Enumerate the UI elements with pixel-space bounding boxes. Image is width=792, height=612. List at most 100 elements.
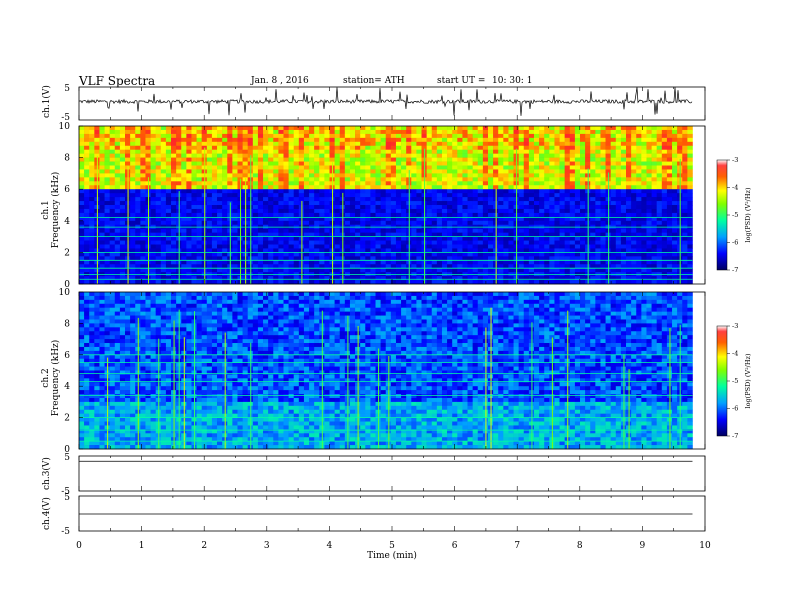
spectrogram-cell xyxy=(165,157,172,162)
spectrogram-cell xyxy=(263,193,269,198)
spectrogram-cell xyxy=(79,429,85,434)
spectrogram-cell xyxy=(186,197,192,202)
spectrogram-cell xyxy=(370,149,376,154)
spectrogram-cell xyxy=(447,153,453,158)
spectrogram-cell xyxy=(257,141,264,147)
spectrogram-cell xyxy=(559,212,565,218)
spectrogram-cell xyxy=(79,315,85,320)
spectrogram-cell xyxy=(651,193,657,198)
spectrogram-cell xyxy=(528,161,535,166)
spectrogram-cell xyxy=(682,256,688,261)
spectrogram-cell xyxy=(457,232,463,237)
spectrogram-cell xyxy=(682,236,688,241)
spectrogram-cell xyxy=(457,141,463,147)
spectrogram-cell xyxy=(431,252,438,257)
spectrogram-cell xyxy=(436,280,443,285)
spectrogram-cell xyxy=(360,228,366,233)
spectrogram-cell xyxy=(682,129,688,135)
spectrogram-cell xyxy=(441,149,448,154)
spectrogram-cell xyxy=(544,137,550,143)
spectrogram-cell xyxy=(186,181,192,186)
spectrogram-cell xyxy=(482,280,489,285)
spectrogram-cell xyxy=(590,197,596,202)
spectrogram-cell xyxy=(314,126,320,131)
spectrogram-cell xyxy=(426,137,433,143)
spectrogram-cell xyxy=(89,409,95,414)
spectrogram-cell xyxy=(84,378,90,383)
spectrogram-cell xyxy=(360,193,366,198)
spectrogram-cell xyxy=(503,201,509,206)
spectrogram-cell xyxy=(585,149,591,154)
spectrogram-cell xyxy=(452,248,458,253)
spectrogram-cell xyxy=(257,185,264,190)
spectrogram-cell xyxy=(99,220,105,226)
spectrogram-cell xyxy=(79,346,85,352)
spectrogram-cell xyxy=(395,137,402,143)
spectrogram-cell xyxy=(462,149,468,154)
spectrogram-cell xyxy=(79,212,85,218)
spectrogram-cell xyxy=(569,137,576,143)
spectrogram-cell xyxy=(656,197,663,202)
spectrogram-cell xyxy=(482,264,489,269)
spectrogram-cell xyxy=(273,216,279,222)
spectrogram-cell xyxy=(84,346,90,352)
spectrogram-cell xyxy=(666,149,673,154)
spectrogram-cell xyxy=(217,232,223,237)
spectrogram-cell xyxy=(104,220,110,226)
spectrogram-cell xyxy=(436,145,443,150)
spectrogram-cell xyxy=(605,165,611,170)
spectrogram-cell xyxy=(595,280,601,285)
spectrogram-cell xyxy=(595,149,601,154)
spectrogram-cell xyxy=(324,205,330,210)
spectrogram-cell xyxy=(385,212,392,218)
spectrogram-cell xyxy=(661,201,668,206)
spectrogram-cell xyxy=(237,129,243,135)
spectrogram-cell xyxy=(232,228,238,233)
spectrogram-cell xyxy=(416,137,422,143)
spectrogram-cell xyxy=(206,205,213,210)
spectrogram-cell xyxy=(406,153,412,158)
spectrogram-cell xyxy=(99,264,105,269)
spectrogram-cell xyxy=(99,268,105,273)
spectrogram-cell xyxy=(385,141,392,147)
spectrogram-cell xyxy=(130,232,136,237)
spectrogram-cell xyxy=(191,276,197,281)
spectrogram-cell xyxy=(390,205,397,210)
spectrogram-cell xyxy=(278,181,284,186)
spectrogram-cell xyxy=(165,145,172,150)
spectrogram-cell xyxy=(196,129,202,135)
spectrogram-cell xyxy=(125,133,131,139)
spectrogram-cell xyxy=(109,276,116,281)
spectrogram-cell xyxy=(288,244,295,249)
spectrogram-cell xyxy=(452,268,458,273)
spectrogram-cell xyxy=(79,141,85,147)
spectrogram-cell xyxy=(227,185,233,190)
spectrogram-cell xyxy=(487,212,494,218)
spectrogram-cell xyxy=(544,236,550,241)
spectrogram-cell xyxy=(646,165,652,170)
spectrogram-cell xyxy=(344,260,351,265)
spectrogram-cell xyxy=(293,129,300,135)
spectrogram-cell xyxy=(380,145,387,150)
spectrogram-cell xyxy=(196,157,202,162)
spectrogram-cell xyxy=(590,280,596,285)
spectrogram-cell xyxy=(242,126,248,131)
spectrogram-cell xyxy=(196,212,202,218)
spectrogram-cell xyxy=(79,366,85,371)
spectrogram-cell xyxy=(656,256,663,261)
spectrogram-cell xyxy=(283,161,289,166)
spectrogram-cell xyxy=(600,145,606,150)
spectrogram-cell xyxy=(263,232,269,237)
spectrogram-cell xyxy=(273,153,279,158)
spectrogram-cell xyxy=(411,232,417,237)
spectrogram-cell xyxy=(104,208,110,214)
spectrogram-cell xyxy=(145,161,151,166)
spectrogram-cell xyxy=(293,161,300,166)
spectrogram-cell xyxy=(636,248,642,253)
spectrogram-cell xyxy=(344,252,351,257)
spectrogram-cell xyxy=(503,244,509,249)
spectrogram-cell xyxy=(672,276,678,281)
spectrogram-cell xyxy=(472,189,479,194)
spectrogram-cell xyxy=(482,208,489,214)
spectrogram-cell xyxy=(273,149,279,154)
